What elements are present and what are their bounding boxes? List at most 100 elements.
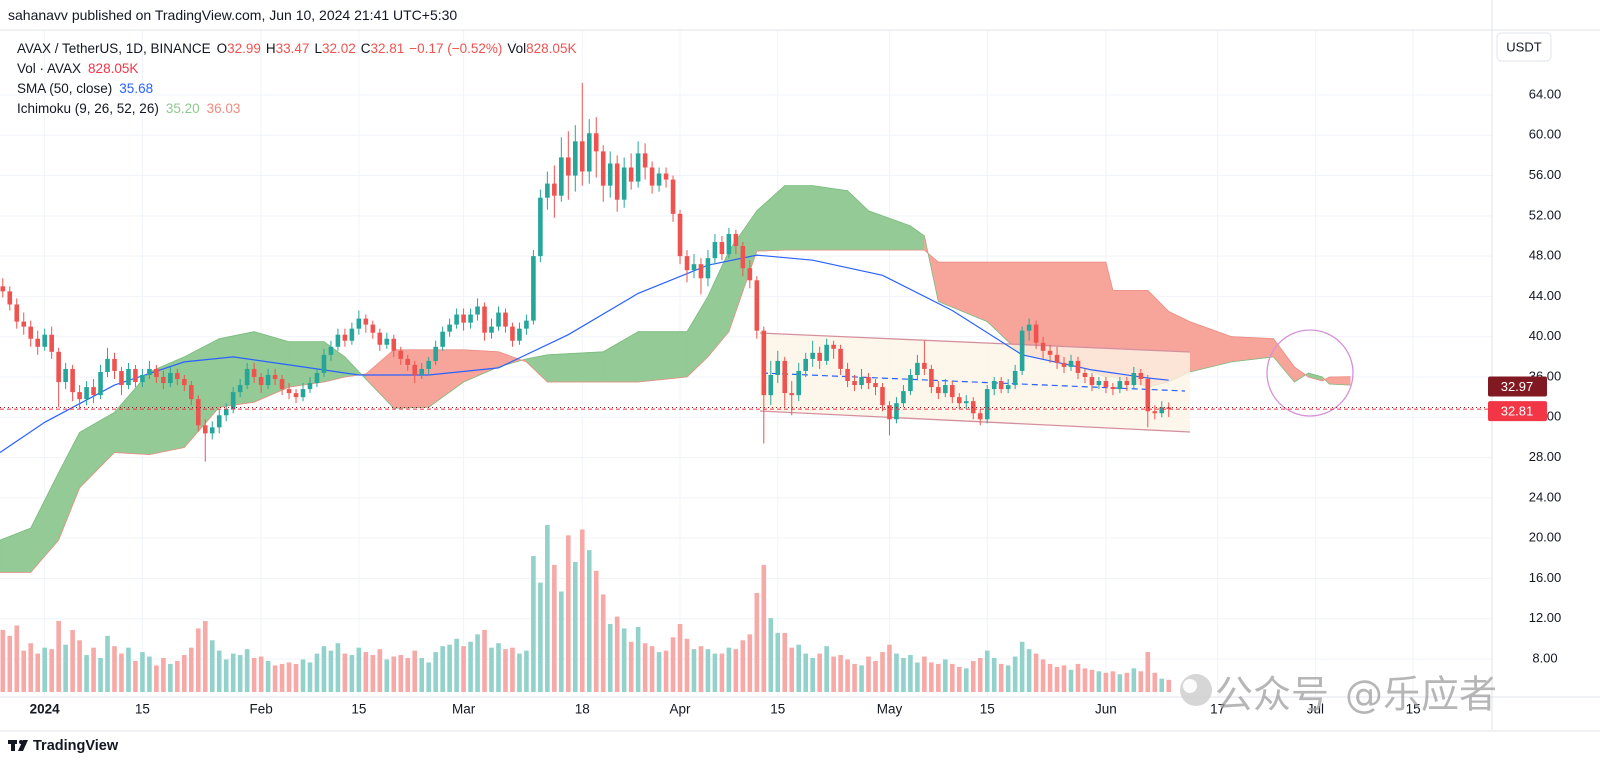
cloud-fill bbox=[79, 411, 115, 489]
price-label-box bbox=[1488, 401, 1547, 422]
price-label: 32.81 bbox=[1501, 404, 1534, 419]
volume-bar bbox=[209, 640, 215, 692]
volume-bar bbox=[35, 653, 41, 692]
volume-bar bbox=[140, 652, 145, 692]
volume-bar bbox=[922, 656, 927, 692]
field-label: Vol bbox=[507, 41, 527, 56]
volume-bar bbox=[70, 629, 75, 692]
volume-bar bbox=[566, 535, 571, 692]
candle-body bbox=[712, 242, 718, 259]
cloud-fill bbox=[812, 185, 848, 251]
candle-body bbox=[14, 304, 20, 322]
candle-body bbox=[419, 368, 424, 375]
candle-body bbox=[426, 360, 431, 369]
axes: 8.0012.0016.0020.0024.0028.0032.0036.004… bbox=[0, 0, 1600, 754]
x-tick-label: May bbox=[877, 702, 903, 717]
cloud-fill bbox=[602, 331, 639, 383]
volume-bar bbox=[915, 662, 920, 692]
cloud-fill bbox=[910, 225, 925, 251]
x-tick-label: 15 bbox=[770, 702, 785, 717]
volume-bar bbox=[77, 640, 82, 692]
candle-body bbox=[552, 183, 557, 196]
candle-body bbox=[49, 334, 54, 352]
candle-body bbox=[1124, 381, 1130, 386]
volume-bar bbox=[377, 649, 383, 692]
candle-body bbox=[265, 374, 271, 386]
volume-bar bbox=[489, 647, 494, 692]
volume-bar bbox=[768, 618, 774, 692]
y-tick-label: 60.00 bbox=[1529, 127, 1562, 142]
y-tick-label: 24.00 bbox=[1529, 489, 1562, 504]
volume-bar bbox=[1096, 671, 1102, 692]
x-tick-label: Jul bbox=[1307, 702, 1324, 717]
indicator-value: 35.20 bbox=[165, 101, 200, 116]
currency-label[interactable]: USDT bbox=[1506, 39, 1541, 54]
candle-body bbox=[691, 264, 697, 271]
candle-body bbox=[349, 328, 355, 341]
candle-body bbox=[831, 344, 836, 349]
cloud-fill bbox=[253, 331, 290, 403]
field-value: 32.81 bbox=[370, 41, 405, 56]
volume-bar bbox=[195, 628, 201, 692]
candle-body bbox=[328, 346, 334, 355]
candle-body bbox=[600, 151, 606, 186]
price-label: 32.97 bbox=[1501, 379, 1534, 394]
currency-button[interactable] bbox=[1496, 32, 1552, 62]
candle-body bbox=[1145, 379, 1151, 412]
candle-body bbox=[1131, 372, 1137, 386]
candle-body bbox=[147, 368, 152, 375]
volume-bar bbox=[698, 646, 704, 692]
volume-bar bbox=[14, 625, 20, 692]
candle-body bbox=[91, 387, 96, 396]
volume-bar bbox=[1047, 663, 1053, 692]
volume-bar bbox=[1005, 665, 1011, 692]
volume-bar bbox=[607, 624, 613, 692]
x-tick-label: 15 bbox=[135, 702, 150, 717]
watermark-text: @乐应者 bbox=[1345, 673, 1497, 717]
candle-body bbox=[524, 320, 529, 329]
x-tick-label: 18 bbox=[575, 702, 590, 717]
candle-body bbox=[461, 314, 466, 323]
candle-body bbox=[796, 370, 802, 396]
x-tick-label: 15 bbox=[980, 702, 995, 717]
volume-bar bbox=[1089, 669, 1095, 692]
volume-bar bbox=[216, 650, 222, 692]
volume-bar bbox=[579, 529, 585, 692]
volume-bar bbox=[677, 624, 683, 692]
volume-bar bbox=[761, 564, 767, 692]
candle-body bbox=[175, 372, 180, 380]
y-tick-label: 48.00 bbox=[1529, 248, 1562, 263]
volume-bar bbox=[63, 644, 68, 692]
volume-bar bbox=[314, 653, 320, 692]
volume-bar bbox=[1124, 672, 1130, 692]
candle-body bbox=[852, 381, 857, 386]
candle-body bbox=[1012, 370, 1018, 386]
volume-bar bbox=[691, 649, 697, 692]
volume-bar bbox=[929, 662, 934, 692]
volume-bar bbox=[1075, 663, 1081, 692]
candle-body bbox=[182, 379, 187, 386]
legend-field: C32.81 bbox=[361, 41, 405, 56]
candle-body bbox=[559, 157, 564, 196]
volume-bar bbox=[789, 647, 795, 692]
candle-body bbox=[447, 324, 452, 332]
candle-body bbox=[656, 173, 662, 186]
x-tick-label: Apr bbox=[670, 702, 692, 717]
volume-bar bbox=[461, 646, 466, 692]
volume-bar bbox=[1033, 653, 1039, 692]
candle-body bbox=[468, 314, 473, 323]
candle-body bbox=[377, 332, 383, 345]
candle-body bbox=[1159, 407, 1165, 414]
volume-bar bbox=[1019, 641, 1025, 692]
candle-body bbox=[1103, 381, 1109, 388]
cloud-fill bbox=[365, 349, 395, 409]
volume-bar bbox=[824, 646, 829, 692]
volume-bar bbox=[593, 570, 599, 692]
candle-body bbox=[950, 385, 955, 398]
volume-bar bbox=[384, 659, 390, 692]
candle-body bbox=[307, 383, 313, 390]
candle-body bbox=[1033, 324, 1039, 343]
volume-bar bbox=[168, 663, 173, 692]
candle-body bbox=[1005, 385, 1011, 390]
volume-bar bbox=[531, 556, 536, 692]
